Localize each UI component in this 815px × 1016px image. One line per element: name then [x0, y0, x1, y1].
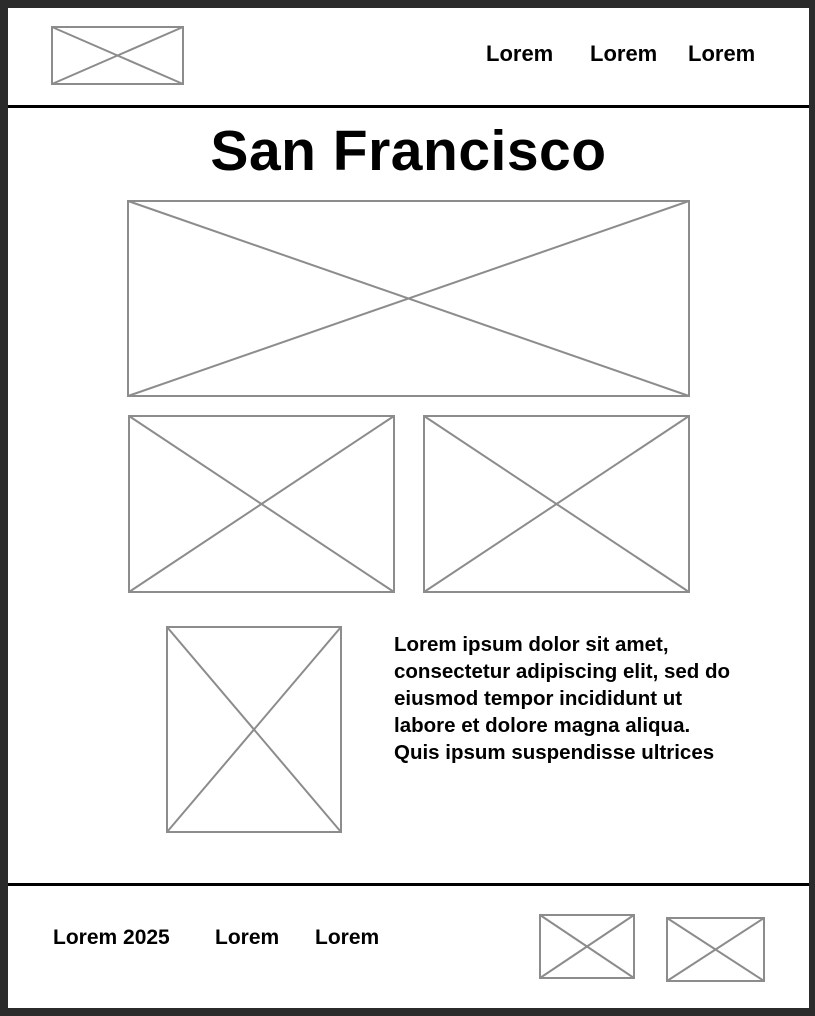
gallery-image-placeholder-left	[128, 415, 395, 593]
description-text: Lorem ipsum dolor sit amet, consectetur …	[394, 633, 731, 764]
logo-image-placeholder[interactable]	[51, 26, 184, 85]
footer-link-2[interactable]: Lorem	[315, 926, 380, 949]
social-icon-placeholder-1[interactable]	[539, 914, 635, 979]
gallery-image-placeholder-right	[423, 415, 690, 593]
social-icon-placeholder-2[interactable]	[666, 917, 765, 982]
feature-image-placeholder	[166, 626, 342, 833]
nav-link-1[interactable]: Lorem	[486, 41, 554, 66]
footer-link-1[interactable]: Lorem	[215, 926, 280, 949]
footer-divider	[8, 883, 809, 886]
header-divider	[8, 105, 809, 108]
nav-link-3[interactable]: Lorem	[688, 41, 756, 66]
nav-link-2[interactable]: Lorem	[590, 41, 658, 66]
page-title: San Francisco	[210, 119, 607, 183]
footer-copyright: Lorem 2025	[53, 926, 170, 949]
page-frame: Lorem Lorem Lorem San Francisco	[8, 8, 809, 1008]
hero-image-placeholder	[127, 200, 690, 397]
